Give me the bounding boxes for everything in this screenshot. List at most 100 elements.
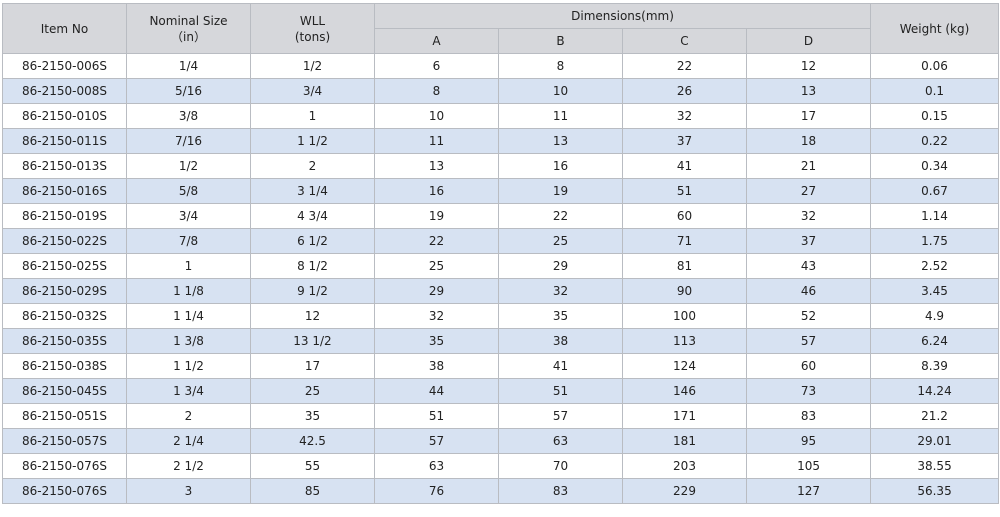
dim-a-cell: 6 <box>374 53 499 79</box>
dim-b-cell: 70 <box>498 453 623 479</box>
dim-d-cell: 95 <box>745 428 872 454</box>
header-dimensions: Dimensions(mm) <box>373 3 872 29</box>
dim-a-cell: 32 <box>374 303 499 329</box>
table-row: 86-2150-006S 1/4 1/2 6 8 22 12 0.06 <box>2 53 1000 79</box>
nominal-size-cell: 3/8 <box>126 103 251 129</box>
wll-cell: 85 <box>250 478 375 504</box>
item-no-cell: 86-2150-013S <box>2 153 127 179</box>
dim-a-cell: 16 <box>374 178 499 204</box>
dim-c-cell: 229 <box>622 478 747 504</box>
wll-cell: 6 1/2 <box>250 228 375 254</box>
wll-cell: 3/4 <box>250 78 375 104</box>
dim-b-cell: 19 <box>498 178 623 204</box>
dim-b-cell: 10 <box>498 78 623 104</box>
dim-a-cell: 51 <box>374 403 499 429</box>
weight-cell: 6.24 <box>870 328 1000 354</box>
item-no-cell: 86-2150-076S <box>2 478 127 504</box>
nominal-size-cell: 1 <box>126 253 251 279</box>
nominal-size-cell: 3/4 <box>126 203 251 229</box>
nominal-size-cell: 2 <box>126 403 251 429</box>
table-header: Item No Nominal Size （in） WLL (tons) Dim… <box>2 3 1000 54</box>
dim-d-cell: 13 <box>745 78 872 104</box>
dim-a-cell: 35 <box>374 328 499 354</box>
dim-b-cell: 8 <box>498 53 623 79</box>
dim-c-cell: 171 <box>622 403 747 429</box>
wll-cell: 8 1/2 <box>250 253 375 279</box>
table-row: 86-2150-025S 1 8 1/2 25 29 81 43 2.52 <box>2 253 1000 279</box>
dim-c-cell: 22 <box>622 53 747 79</box>
table-row: 86-2150-016S 5/8 3 1/4 16 19 51 27 0.67 <box>2 178 1000 204</box>
nominal-size-cell: 5/16 <box>126 78 251 104</box>
weight-cell: 21.2 <box>870 403 1000 429</box>
table-row: 86-2150-008S 5/16 3/4 8 10 26 13 0.1 <box>2 78 1000 104</box>
table-row: 86-2150-010S 3/8 1 10 11 32 17 0.15 <box>2 103 1000 129</box>
header-row-top: Item No Nominal Size （in） WLL (tons) Dim… <box>2 3 1000 54</box>
dim-b-cell: 41 <box>498 353 623 379</box>
dim-a-cell: 57 <box>374 428 499 454</box>
wll-cell: 25 <box>250 378 375 404</box>
table-row: 86-2150-013S 1/2 2 13 16 41 21 0.34 <box>2 153 1000 179</box>
wll-cell: 3 1/4 <box>250 178 375 204</box>
dim-b-cell: 63 <box>498 428 623 454</box>
nominal-size-cell: 1 1/8 <box>126 278 251 304</box>
weight-cell: 0.15 <box>870 103 1000 129</box>
nominal-size-cell: 1 3/4 <box>126 378 251 404</box>
dim-a-cell: 63 <box>374 453 499 479</box>
table-row: 86-2150-029S 1 1/8 9 1/2 29 32 90 46 3.45 <box>2 278 1000 304</box>
dim-c-cell: 41 <box>622 153 747 179</box>
dim-a-cell: 38 <box>374 353 499 379</box>
dim-b-cell: 22 <box>498 203 623 229</box>
dim-c-cell: 113 <box>622 328 747 354</box>
item-no-cell: 86-2150-045S <box>2 378 127 404</box>
weight-cell: 0.06 <box>870 53 1000 79</box>
item-no-cell: 86-2150-032S <box>2 303 127 329</box>
header-nominal-size: Nominal Size （in） <box>126 3 251 54</box>
dim-c-cell: 32 <box>622 103 747 129</box>
weight-cell: 1.75 <box>870 228 1000 254</box>
nominal-size-cell: 5/8 <box>126 178 251 204</box>
header-weight: Weight (kg) <box>870 3 1000 54</box>
dim-d-cell: 21 <box>745 153 872 179</box>
item-no-cell: 86-2150-076S <box>2 453 127 479</box>
item-no-cell: 86-2150-057S <box>2 428 127 454</box>
nominal-size-cell: 2 1/4 <box>126 428 251 454</box>
item-no-cell: 86-2150-016S <box>2 178 127 204</box>
nominal-size-cell: 1 3/8 <box>126 328 251 354</box>
dim-c-cell: 203 <box>622 453 747 479</box>
header-row-dimensions: A B C D <box>3 28 999 54</box>
nominal-size-cell: 1 1/4 <box>126 303 251 329</box>
dim-a-cell: 11 <box>374 128 499 154</box>
dim-d-cell: 27 <box>745 178 872 204</box>
item-no-cell: 86-2150-011S <box>2 128 127 154</box>
weight-cell: 3.45 <box>870 278 1000 304</box>
dim-c-cell: 81 <box>622 253 747 279</box>
dim-d-cell: 127 <box>745 478 872 504</box>
dim-d-cell: 57 <box>745 328 872 354</box>
dim-c-cell: 100 <box>622 303 747 329</box>
dim-c-cell: 60 <box>622 203 747 229</box>
wll-cell: 42.5 <box>250 428 375 454</box>
wll-cell: 55 <box>250 453 375 479</box>
dim-d-cell: 73 <box>745 378 872 404</box>
dim-b-cell: 51 <box>498 378 623 404</box>
header-wll-label: WLL <box>299 13 326 28</box>
wll-cell: 13 1/2 <box>250 328 375 354</box>
dim-a-cell: 22 <box>374 228 499 254</box>
dim-a-cell: 76 <box>374 478 499 504</box>
header-nominal-size-label: Nominal Size <box>149 13 228 28</box>
weight-cell: 1.14 <box>870 203 1000 229</box>
dim-d-cell: 52 <box>745 303 872 329</box>
table-row: 86-2150-011S 7/16 1 1/2 11 13 37 18 0.22 <box>2 128 1000 154</box>
dim-a-cell: 10 <box>374 103 499 129</box>
dim-d-cell: 32 <box>745 203 872 229</box>
nominal-size-cell: 7/8 <box>126 228 251 254</box>
wll-cell: 1/2 <box>250 53 375 79</box>
dim-a-cell: 29 <box>374 278 499 304</box>
weight-cell: 38.55 <box>870 453 1000 479</box>
weight-cell: 0.67 <box>870 178 1000 204</box>
spec-table: Item No Nominal Size （in） WLL (tons) Dim… <box>2 3 1000 504</box>
dim-d-cell: 12 <box>745 53 872 79</box>
nominal-size-cell: 1/4 <box>126 53 251 79</box>
wll-cell: 1 1/2 <box>250 128 375 154</box>
dim-b-cell: 16 <box>498 153 623 179</box>
